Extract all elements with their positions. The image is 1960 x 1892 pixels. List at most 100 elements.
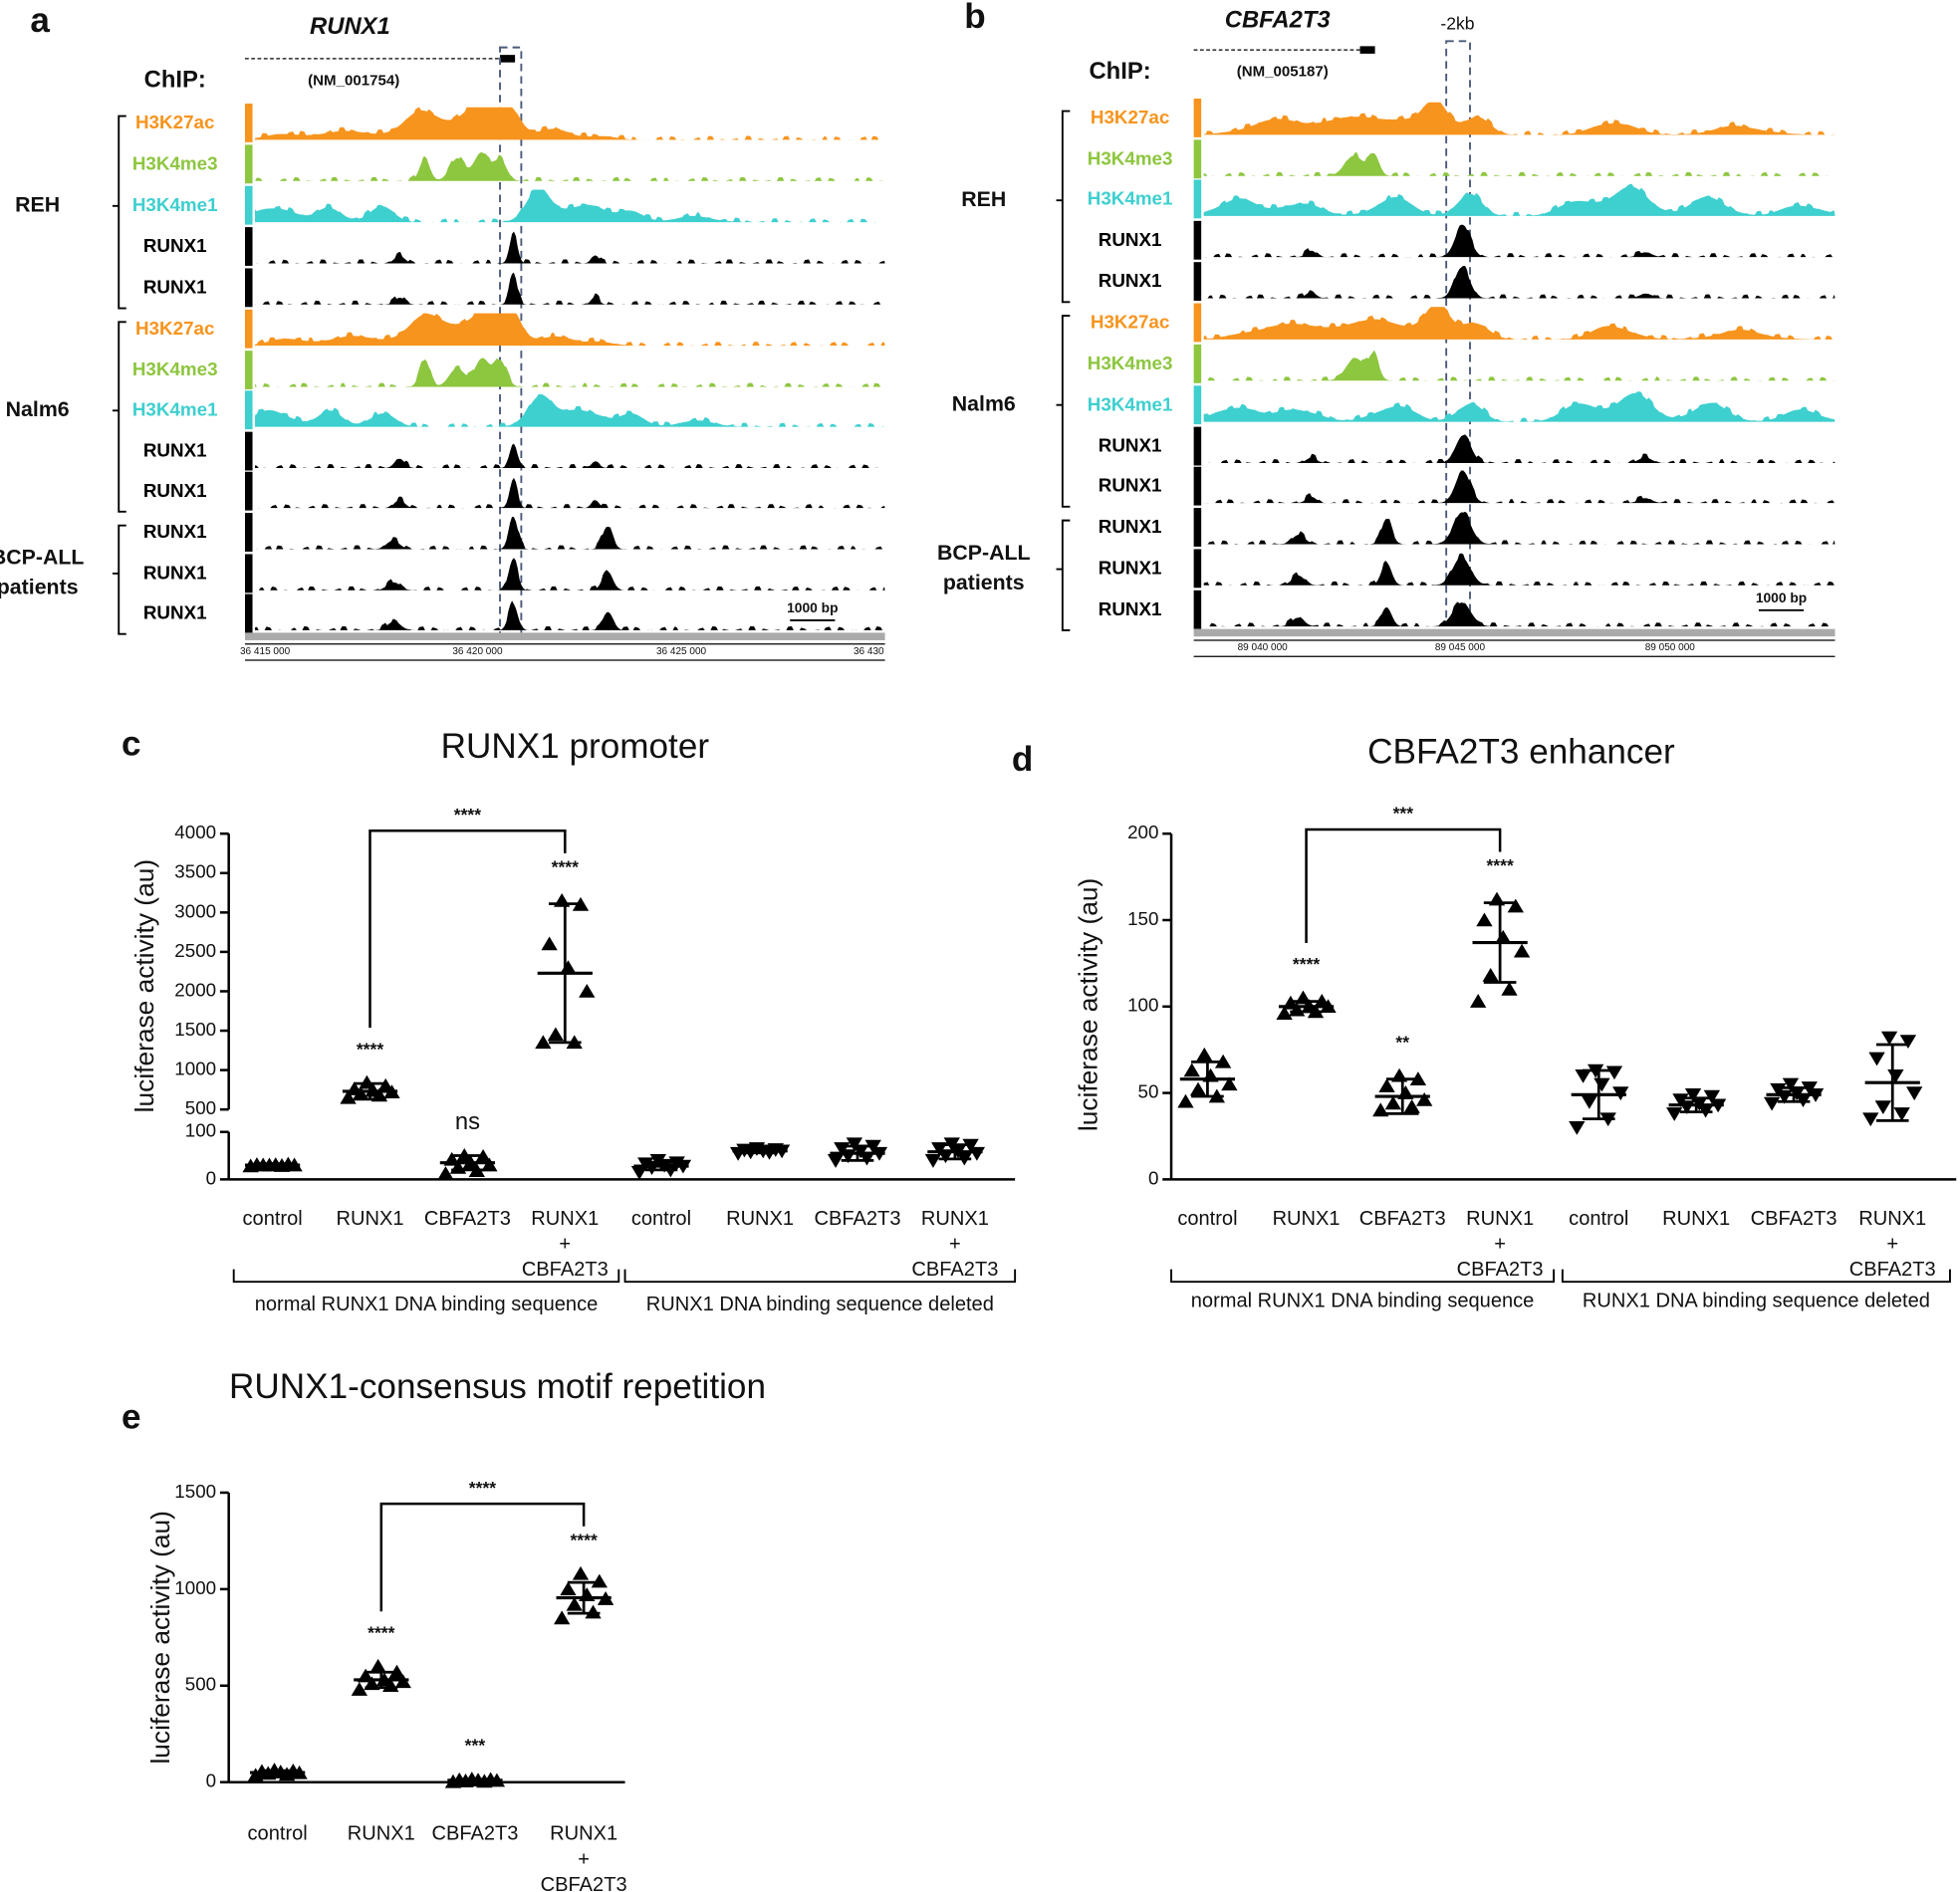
track-scale-bar	[245, 104, 253, 142]
track-signal	[255, 313, 885, 347]
track-scale-bar	[245, 390, 253, 430]
track-signal	[1203, 183, 1836, 216]
significance: ****	[552, 857, 580, 877]
data-point	[1513, 943, 1531, 958]
cell-group-label: Nalm6	[952, 391, 1016, 415]
track-label: H3K4me1	[132, 398, 218, 419]
track-label: H3K27ac	[1091, 312, 1169, 333]
data-point	[1893, 1107, 1910, 1121]
track-scale-bar	[1193, 590, 1202, 629]
scale-bar-label: 1000 bp	[1756, 591, 1807, 605]
x-tick-label: CBFA2T3	[911, 1259, 998, 1281]
track-signal	[1203, 434, 1836, 463]
data-point	[1403, 1098, 1420, 1113]
data-point	[1470, 994, 1487, 1008]
track-signal	[255, 477, 885, 509]
group-label: normal RUNX1 DNA binding sequence	[1191, 1290, 1535, 1311]
track-scale-bar	[245, 351, 253, 390]
track-signal	[1203, 350, 1836, 381]
track-scale-bar	[245, 227, 253, 266]
exon	[500, 55, 516, 63]
y-tick-label: 1500	[174, 1481, 216, 1502]
y-axis-label: luciferase activity (au)	[145, 1511, 175, 1764]
track-signal	[1203, 224, 1836, 258]
data-point	[547, 1027, 565, 1042]
x-tick-label: RUNX1	[921, 1208, 989, 1230]
data-point	[579, 983, 596, 998]
track-scale-bar	[245, 471, 253, 511]
transcript: (NM_001754)	[308, 72, 399, 89]
data-point	[1189, 1081, 1207, 1096]
x-tick-label: RUNX1	[1273, 1208, 1341, 1230]
comparison-bracket	[1305, 828, 1502, 943]
y-tick-label: 1000	[174, 1059, 216, 1079]
x-tick-label: CBFA2T3	[431, 1823, 518, 1845]
track-label: H3K27ac	[135, 112, 214, 132]
significance: ns	[455, 1108, 480, 1135]
cell-group-label: REH	[961, 187, 1006, 211]
track-scale-bar	[1193, 549, 1202, 589]
ruler	[1193, 628, 1836, 637]
track-signal	[255, 107, 885, 140]
track-signal	[255, 558, 885, 591]
x-tick-label: CBFA2T3	[815, 1208, 901, 1230]
data-point	[340, 1089, 357, 1104]
track-scale-bar	[245, 513, 253, 552]
x-tick-label: +	[1494, 1233, 1506, 1255]
track-label: H3K4me1	[1088, 188, 1173, 209]
cell-group-label: REH	[15, 192, 60, 216]
track-scale-bar	[1193, 466, 1202, 506]
cell-group-label: patients	[0, 576, 79, 599]
data-point	[1575, 1068, 1592, 1083]
y-axis-label: luciferase activity (au)	[129, 859, 159, 1112]
y-tick-label: 0	[206, 1771, 216, 1791]
track-scale-bar	[245, 144, 253, 184]
data-point	[1221, 1076, 1238, 1091]
data-point	[1782, 1077, 1800, 1092]
x-tick-label: control	[248, 1823, 308, 1845]
data-point	[1501, 981, 1518, 996]
data-point	[1868, 1052, 1885, 1066]
group-bracket	[1561, 1269, 1951, 1284]
data-point	[1763, 1096, 1781, 1111]
data-point	[1899, 1035, 1917, 1050]
data-point	[1378, 1078, 1395, 1092]
data-point	[1862, 1112, 1879, 1127]
data-point	[1684, 1088, 1702, 1102]
track-label: RUNX1	[143, 440, 207, 461]
track-label: RUNX1	[1099, 516, 1162, 537]
track-scale-bar	[245, 185, 253, 225]
track-label: RUNX1	[143, 521, 207, 542]
x-tick-label: CBFA2T3	[1849, 1259, 1936, 1281]
data-point	[535, 1035, 552, 1050]
panel-letter: a	[30, 1, 50, 40]
track-label: RUNX1	[1099, 557, 1162, 578]
track-label: RUNX1	[143, 235, 207, 256]
data-point	[1569, 1121, 1586, 1135]
panel-letter: d	[1012, 740, 1033, 779]
track-scale-bar	[245, 268, 253, 308]
coordinate-label: 89 045 000	[1435, 642, 1486, 653]
scale-bar-label: 1000 bp	[787, 600, 838, 615]
track-signal	[255, 272, 885, 305]
gene-name: RUNX1	[310, 13, 390, 40]
comparison-label: ****	[469, 1478, 497, 1498]
track-signal	[255, 151, 885, 181]
x-tick-label: CBFA2T3	[522, 1259, 609, 1281]
coordinate-label: 36 420 000	[452, 646, 503, 657]
track-label: RUNX1	[1099, 229, 1162, 250]
track-signal	[255, 357, 885, 387]
track-label: RUNX1	[143, 602, 207, 623]
data-point	[1183, 1063, 1200, 1077]
y-tick-label: 2500	[174, 940, 216, 961]
exon	[1359, 46, 1375, 54]
track-label: RUNX1	[1099, 435, 1162, 456]
data-point	[637, 1157, 654, 1172]
y-tick-label: 4000	[174, 822, 216, 842]
cell-group-label: BCP-ALL	[937, 541, 1031, 565]
data-point	[846, 1137, 863, 1152]
track-label: H3K4me1	[132, 194, 218, 215]
track-label: H3K4me1	[1088, 393, 1173, 414]
coordinate-label: 89 040 000	[1238, 642, 1289, 653]
